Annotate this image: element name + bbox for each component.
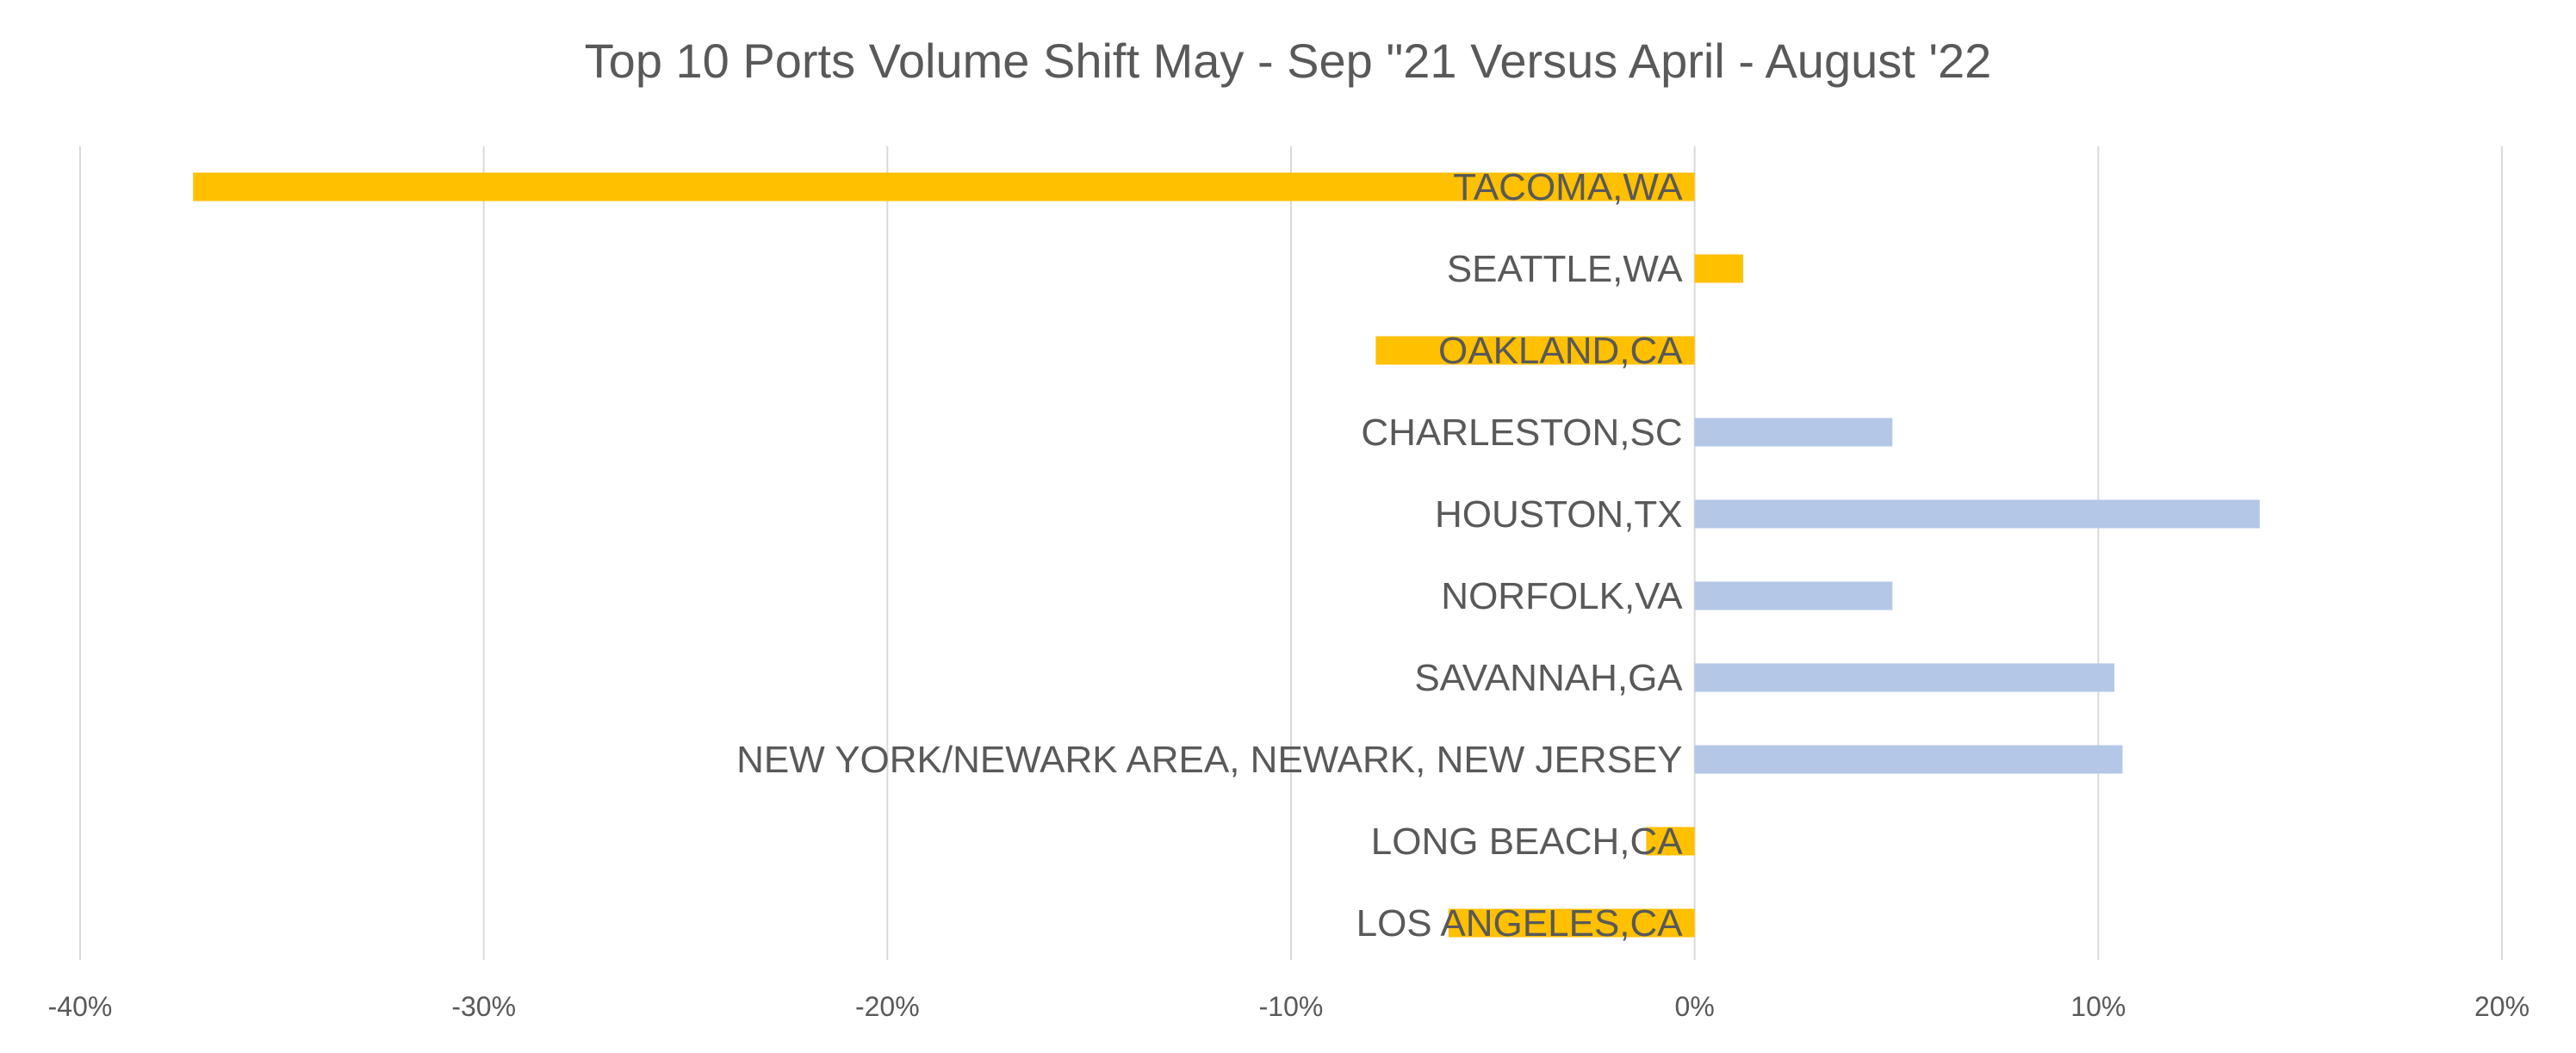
- bar: [1695, 664, 2114, 692]
- x-tick-label: -30%: [451, 991, 516, 1022]
- category-label: CHARLESTON,SC: [1361, 412, 1682, 454]
- bar: [1695, 418, 1893, 447]
- bars: [193, 173, 2260, 938]
- category-labels: TACOMA,WA SEATTLE,WA OAKLAND,CA CHARLESTON,…: [736, 166, 1683, 945]
- gridlines: [80, 146, 2502, 960]
- x-tick-label: 20%: [2474, 991, 2529, 1022]
- category-label: SAVANNAH,GA: [1414, 657, 1683, 699]
- x-tick-label: -40%: [48, 991, 113, 1022]
- bar: [1695, 582, 1893, 610]
- category-label: OAKLAND,CA: [1438, 330, 1683, 372]
- chart-container: Top 10 Ports Volume Shift May - Sep "21 …: [0, 0, 2576, 1053]
- x-tick-label: -10%: [1259, 991, 1324, 1022]
- bar: [1695, 255, 1743, 283]
- category-label: LONG BEACH,CA: [1371, 821, 1684, 863]
- x-tick-label: 0%: [1675, 991, 1715, 1022]
- category-label: LOS ANGELES,CA: [1356, 902, 1684, 945]
- x-tick-label: 10%: [2070, 991, 2126, 1022]
- category-label: NEW YORK/NEWARK AREA, NEWARK, NEW JERSEY: [736, 739, 1683, 781]
- category-label: SEATTLE,WA: [1447, 248, 1683, 290]
- x-axis-ticks: -40% -30% -20% -10% 0% 10% 20%: [48, 991, 2529, 1022]
- bar: [1695, 500, 2260, 529]
- category-label: NORFOLK,VA: [1441, 575, 1683, 617]
- category-label: HOUSTON,TX: [1435, 493, 1683, 536]
- bar: [1695, 746, 2123, 774]
- x-tick-label: -20%: [855, 991, 920, 1022]
- bar-chart: TACOMA,WA SEATTLE,WA OAKLAND,CA CHARLESTON,…: [0, 0, 2576, 1053]
- category-label: TACOMA,WA: [1453, 166, 1683, 208]
